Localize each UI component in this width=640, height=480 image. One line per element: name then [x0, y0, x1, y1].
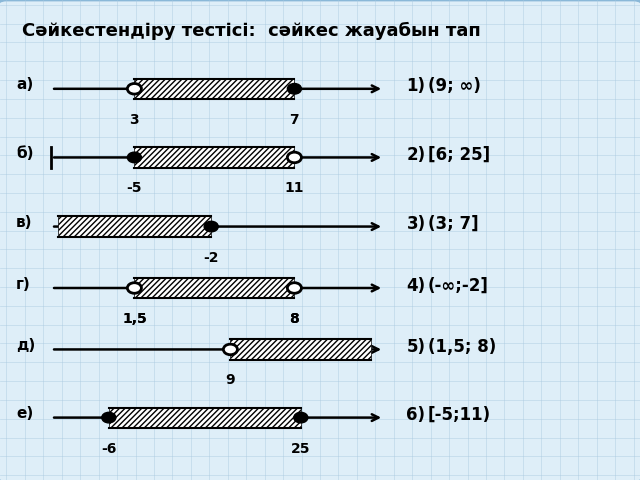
Text: г): г) [16, 276, 31, 292]
Text: 6): 6) [406, 406, 426, 424]
Circle shape [287, 84, 301, 94]
Text: (9; ∞): (9; ∞) [428, 77, 481, 96]
Text: б): б) [16, 146, 33, 161]
Bar [134, 79, 294, 99]
Text: [-5;11): [-5;11) [428, 406, 491, 424]
Text: (3; 7]: (3; 7] [428, 215, 478, 233]
Text: 8: 8 [289, 312, 300, 326]
Text: 1): 1) [406, 77, 426, 96]
Text: 25: 25 [291, 442, 310, 456]
Text: 8: 8 [289, 312, 300, 326]
Text: д): д) [16, 338, 35, 353]
Circle shape [287, 283, 301, 293]
Text: 9: 9 [225, 373, 236, 387]
Circle shape [294, 412, 308, 423]
Bar [230, 339, 371, 360]
Text: -6: -6 [101, 442, 116, 456]
Text: 5): 5) [406, 338, 426, 356]
Bar [109, 408, 301, 428]
Circle shape [287, 152, 301, 163]
Bar [134, 147, 294, 168]
Text: 1,5: 1,5 [122, 312, 147, 326]
Text: -2: -2 [204, 251, 219, 264]
Circle shape [127, 152, 141, 163]
Text: 1,5: 1,5 [122, 312, 147, 326]
Text: 2): 2) [406, 146, 426, 164]
Text: 7: 7 [289, 113, 300, 127]
Text: -5: -5 [127, 181, 142, 195]
Circle shape [127, 84, 141, 94]
Text: Сәйкестендіру тестісі:  сәйкес жауабын тап: Сәйкестендіру тестісі: сәйкес жауабын та… [22, 22, 481, 40]
Text: (1,5; 8): (1,5; 8) [428, 338, 496, 356]
Text: а): а) [16, 77, 33, 93]
Text: в): в) [16, 215, 33, 230]
Bar [134, 278, 294, 298]
Text: 4): 4) [406, 276, 426, 295]
Text: [6; 25]: [6; 25] [428, 146, 490, 164]
Text: 11: 11 [285, 181, 304, 195]
Bar [58, 216, 211, 237]
Text: 3: 3 [129, 113, 140, 127]
Circle shape [204, 221, 218, 232]
Text: (-∞;-2]: (-∞;-2] [428, 276, 488, 295]
Text: 3): 3) [406, 215, 426, 233]
Circle shape [127, 283, 141, 293]
Circle shape [102, 412, 116, 423]
Circle shape [223, 344, 237, 355]
Text: е): е) [16, 406, 33, 421]
